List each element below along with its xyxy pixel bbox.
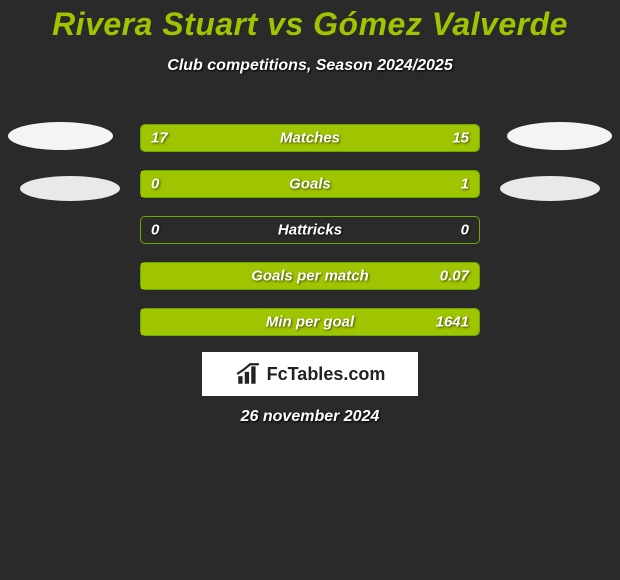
decor-ellipse-right-1 bbox=[507, 122, 612, 150]
brand-text: FcTables.com bbox=[267, 364, 386, 385]
page-title: Rivera Stuart vs Gómez Valverde bbox=[0, 0, 620, 43]
stat-right-value: 0 bbox=[461, 222, 469, 239]
stat-label: Hattricks bbox=[141, 222, 479, 239]
stat-right-value: 1 bbox=[461, 176, 469, 193]
decor-ellipse-left-2 bbox=[20, 176, 120, 201]
stat-row-matches: 17 Matches 15 bbox=[140, 124, 480, 152]
generated-date: 26 november 2024 bbox=[0, 408, 620, 426]
stat-right-value: 15 bbox=[452, 130, 469, 147]
stat-label: Goals bbox=[141, 176, 479, 193]
stat-label: Min per goal bbox=[141, 314, 479, 331]
stat-row-hattricks: 0 Hattricks 0 bbox=[140, 216, 480, 244]
stat-row-goals-per-match: Goals per match 0.07 bbox=[140, 262, 480, 290]
stat-label: Matches bbox=[141, 130, 479, 147]
stat-row-min-per-goal: Min per goal 1641 bbox=[140, 308, 480, 336]
stat-right-value: 0.07 bbox=[440, 268, 469, 285]
bar-chart-icon bbox=[235, 361, 261, 387]
stat-row-goals: 0 Goals 1 bbox=[140, 170, 480, 198]
decor-ellipse-left-1 bbox=[8, 122, 113, 150]
stat-label: Goals per match bbox=[141, 268, 479, 285]
brand-link[interactable]: FcTables.com bbox=[202, 352, 418, 396]
decor-ellipse-right-2 bbox=[500, 176, 600, 201]
stat-rows: 17 Matches 15 0 Goals 1 0 Hattricks 0 Go… bbox=[140, 124, 480, 354]
subtitle: Club competitions, Season 2024/2025 bbox=[0, 57, 620, 75]
stat-right-value: 1641 bbox=[436, 314, 469, 331]
comparison-card: Rivera Stuart vs Gómez Valverde Club com… bbox=[0, 0, 620, 580]
